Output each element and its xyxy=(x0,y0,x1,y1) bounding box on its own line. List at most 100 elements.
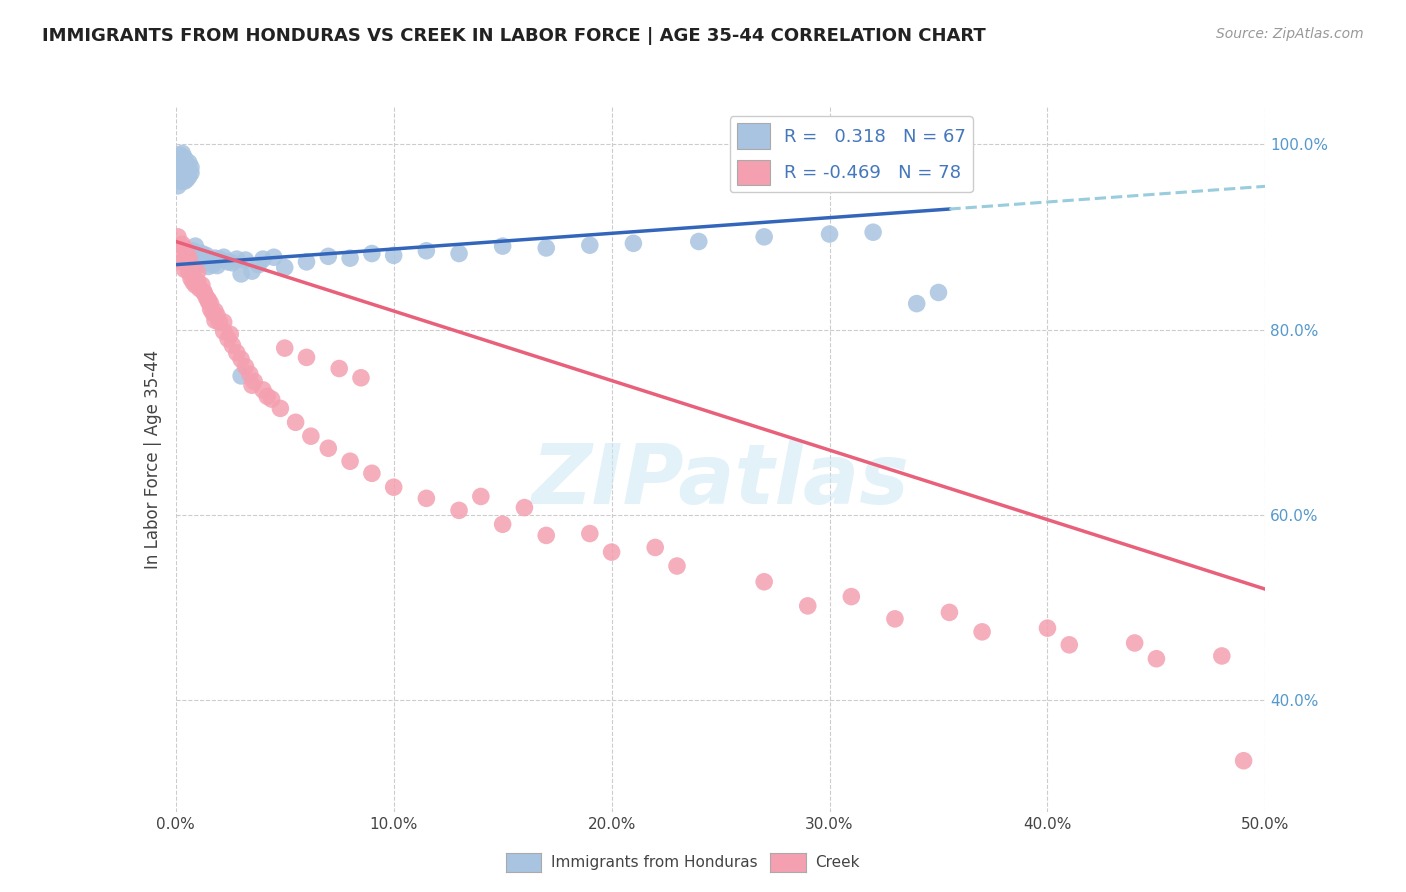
Point xyxy=(167,155,190,169)
Point xyxy=(1036,621,1059,635)
Point xyxy=(186,265,209,279)
Point xyxy=(181,275,204,289)
Point xyxy=(177,169,200,184)
Point xyxy=(447,246,470,260)
Point xyxy=(200,296,222,310)
Point xyxy=(197,294,219,309)
Point xyxy=(666,559,689,574)
Point xyxy=(172,167,194,181)
Point xyxy=(188,258,211,272)
Point xyxy=(688,235,710,249)
Point xyxy=(534,241,557,255)
Point xyxy=(260,392,283,406)
Point xyxy=(169,169,191,184)
Point xyxy=(240,378,263,392)
Point xyxy=(205,309,228,323)
Point xyxy=(172,161,194,175)
Point xyxy=(217,332,239,346)
Point xyxy=(621,236,644,251)
Point xyxy=(295,255,318,269)
Point xyxy=(221,256,243,270)
Point xyxy=(862,225,884,239)
Point xyxy=(415,244,437,258)
Point xyxy=(600,545,623,559)
Point xyxy=(239,367,262,381)
Point xyxy=(470,490,492,504)
Point xyxy=(212,250,235,264)
Point xyxy=(841,590,863,604)
Point xyxy=(172,165,194,179)
Point xyxy=(274,341,297,355)
Point xyxy=(1232,754,1256,768)
Point xyxy=(382,248,405,262)
Point xyxy=(1144,651,1167,665)
Point xyxy=(235,359,257,374)
Point xyxy=(382,480,405,494)
Point xyxy=(172,146,194,161)
Text: IMMIGRANTS FROM HONDURAS VS CREEK IN LABOR FORCE | AGE 35-44 CORRELATION CHART: IMMIGRANTS FROM HONDURAS VS CREEK IN LAB… xyxy=(42,27,986,45)
Point xyxy=(796,599,818,613)
Point xyxy=(173,163,195,178)
Point xyxy=(180,271,202,285)
Point xyxy=(299,429,322,443)
Text: Creek: Creek xyxy=(815,855,860,870)
Point xyxy=(318,249,340,263)
Point xyxy=(235,253,257,268)
Point xyxy=(176,248,198,262)
Point xyxy=(172,153,194,168)
Point xyxy=(231,368,253,383)
Point xyxy=(167,165,190,179)
Point xyxy=(169,148,191,162)
Point xyxy=(173,151,195,165)
Point xyxy=(247,258,270,272)
Point xyxy=(208,252,231,266)
Point xyxy=(219,327,242,342)
Point xyxy=(201,306,224,320)
Point xyxy=(177,250,200,264)
Point xyxy=(754,230,776,244)
Point xyxy=(176,157,198,171)
Point xyxy=(204,251,226,265)
Point xyxy=(204,304,226,318)
Point xyxy=(256,389,278,403)
Point xyxy=(204,313,226,327)
Point xyxy=(274,260,297,275)
Point xyxy=(186,253,209,268)
Point xyxy=(193,285,215,300)
Point xyxy=(180,161,202,175)
Point xyxy=(167,230,190,244)
Point xyxy=(263,250,285,264)
Point xyxy=(240,264,263,278)
Point xyxy=(188,282,211,296)
Point xyxy=(181,244,204,258)
Point xyxy=(169,174,191,188)
Point xyxy=(212,325,235,339)
Point xyxy=(579,238,602,252)
Point xyxy=(177,155,200,169)
Point xyxy=(172,255,194,269)
Point xyxy=(754,574,776,589)
Point xyxy=(252,383,274,397)
Point xyxy=(176,167,198,181)
Point xyxy=(197,260,219,274)
Point xyxy=(195,290,218,304)
Text: Immigrants from Honduras: Immigrants from Honduras xyxy=(551,855,758,870)
Point xyxy=(221,338,243,352)
Legend: R =   0.318   N = 67, R = -0.469   N = 78: R = 0.318 N = 67, R = -0.469 N = 78 xyxy=(730,116,973,193)
Text: ZIPatlas: ZIPatlas xyxy=(531,440,910,521)
Point xyxy=(193,285,215,300)
Point xyxy=(415,491,437,506)
Point xyxy=(191,246,214,260)
Point xyxy=(1057,638,1080,652)
Point xyxy=(269,401,291,416)
Point xyxy=(513,500,536,515)
Point xyxy=(184,250,207,264)
Point xyxy=(173,262,195,277)
Point xyxy=(200,302,222,317)
Point xyxy=(644,541,666,555)
Point xyxy=(360,246,382,260)
Point xyxy=(176,257,198,271)
Point xyxy=(184,239,207,253)
Point xyxy=(231,267,253,281)
Point xyxy=(350,371,373,385)
